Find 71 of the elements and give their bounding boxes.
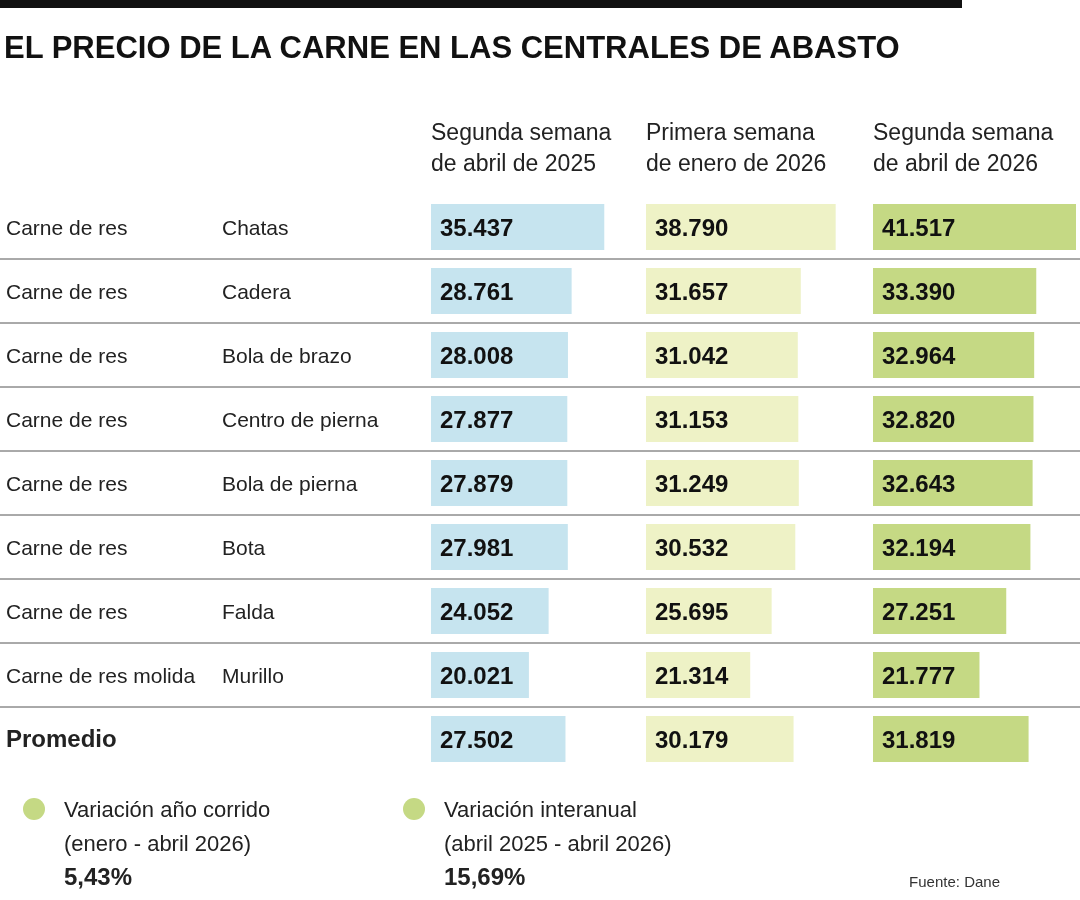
y-tick-label: Carne de res molida [6, 664, 196, 687]
text: Variación interanual [444, 797, 637, 822]
text: Murillo [222, 664, 284, 687]
data-label: 30.532 [655, 534, 729, 561]
y-tick-label: Carne de res [6, 600, 128, 623]
data-label: 32.964 [882, 342, 957, 369]
text: Bola de brazo [222, 344, 352, 367]
text: Bola de pierna [222, 472, 358, 495]
bar [646, 204, 836, 250]
data-label: 31.657 [655, 278, 729, 305]
y-tick-label: Carne de res [6, 408, 128, 431]
data-label: 28.761 [440, 278, 514, 305]
bar [873, 204, 1076, 250]
data-label: 30.179 [655, 726, 729, 753]
bar [873, 460, 1033, 506]
data-label: 32.643 [882, 470, 956, 497]
source-note: Fuente: Dane [909, 873, 1000, 890]
text: (enero - abril 2026) [64, 831, 252, 856]
bar [646, 716, 794, 762]
y-tick-label: Carne de res [6, 536, 128, 559]
data-label: 20.021 [440, 662, 514, 689]
data-label: 41.517 [882, 214, 956, 241]
data-label: 32.194 [882, 534, 957, 561]
text: 5,43% [64, 863, 133, 890]
bar [873, 396, 1034, 442]
series-label: Segunda semana de abril de 2025 [431, 119, 612, 176]
text: Chatas [222, 216, 289, 239]
y-tick-label: Promedio [6, 725, 117, 752]
bar [873, 524, 1031, 570]
y-tick-label: Carne de res [6, 216, 128, 239]
data-label: 27.981 [440, 534, 514, 561]
data-label: 32.820 [882, 406, 956, 433]
data-label: 31.249 [655, 470, 729, 497]
data-label: 27.877 [440, 406, 514, 433]
text: Centro de pierna [222, 408, 379, 431]
text: Bota [222, 536, 266, 559]
data-label: 33.390 [882, 278, 956, 305]
bar [873, 332, 1035, 378]
data-label: 31.042 [655, 342, 729, 369]
data-label: 27.502 [440, 726, 514, 753]
bar [646, 396, 799, 442]
data-label: 27.879 [440, 470, 514, 497]
y-tick-label: Carne de res [6, 472, 128, 495]
data-label: 31.153 [655, 406, 729, 433]
text: Variación año corrido [64, 797, 271, 822]
y-tick-label: Carne de res [6, 344, 128, 367]
text: 15,69% [444, 863, 526, 890]
text: Cadera [222, 280, 292, 303]
bar [873, 716, 1029, 762]
data-label: 27.251 [882, 598, 956, 625]
bar [431, 268, 572, 314]
text: (abril 2025 - abril 2026) [444, 831, 672, 856]
data-label: 38.790 [655, 214, 729, 241]
text: Falda [222, 600, 275, 623]
data-label: 31.819 [882, 726, 956, 753]
bar [646, 268, 801, 314]
bar [646, 460, 799, 506]
data-label: 21.777 [882, 662, 956, 689]
chart-title: EL PRECIO DE LA CARNE EN LAS CENTRALES DE ABASTO [4, 30, 900, 65]
series-label: Primera semana de enero de 2026 [646, 119, 827, 176]
bar [646, 332, 798, 378]
bar [431, 396, 568, 442]
data-label: 25.695 [655, 598, 729, 625]
data-label: 28.008 [440, 342, 514, 369]
y-tick-label: Carne de res [6, 280, 128, 303]
bar [431, 204, 605, 250]
series-label: Segunda semana de abril de 2026 [873, 119, 1054, 176]
bar [873, 268, 1037, 314]
data-label: 21.314 [655, 662, 730, 689]
data-label: 24.052 [440, 598, 514, 625]
data-label: 35.437 [440, 214, 514, 241]
